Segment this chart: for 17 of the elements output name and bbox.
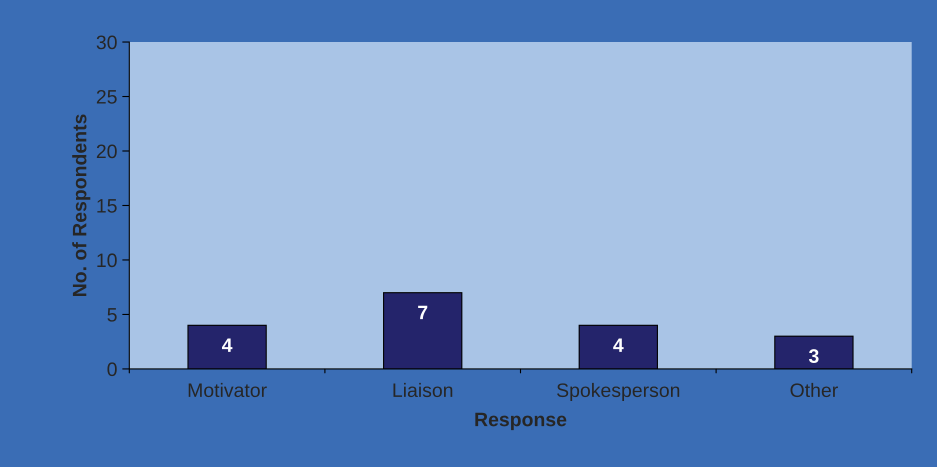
data-label: 4	[222, 338, 232, 352]
y-axis-title: No. of Respondents	[72, 114, 90, 296]
y-tick-label: 25	[96, 90, 117, 104]
x-tick-label: Other	[790, 382, 838, 398]
y-tick-label: 20	[96, 144, 117, 158]
y-tick-label: 5	[107, 308, 117, 322]
x-axis-title: Response	[475, 412, 566, 430]
x-tick-label: Liaison	[393, 382, 452, 398]
data-label: 3	[808, 349, 819, 363]
data-label: 4	[613, 338, 624, 352]
y-tick-label: 10	[97, 253, 117, 268]
x-tick-label: Spokesperson	[557, 382, 680, 401]
y-tick-label: 15	[97, 199, 117, 213]
data-label: 7	[418, 306, 428, 320]
y-tick-label: 30	[96, 36, 117, 50]
y-tick-label: 0	[107, 362, 117, 376]
x-tick-label: Motivator	[188, 382, 267, 398]
